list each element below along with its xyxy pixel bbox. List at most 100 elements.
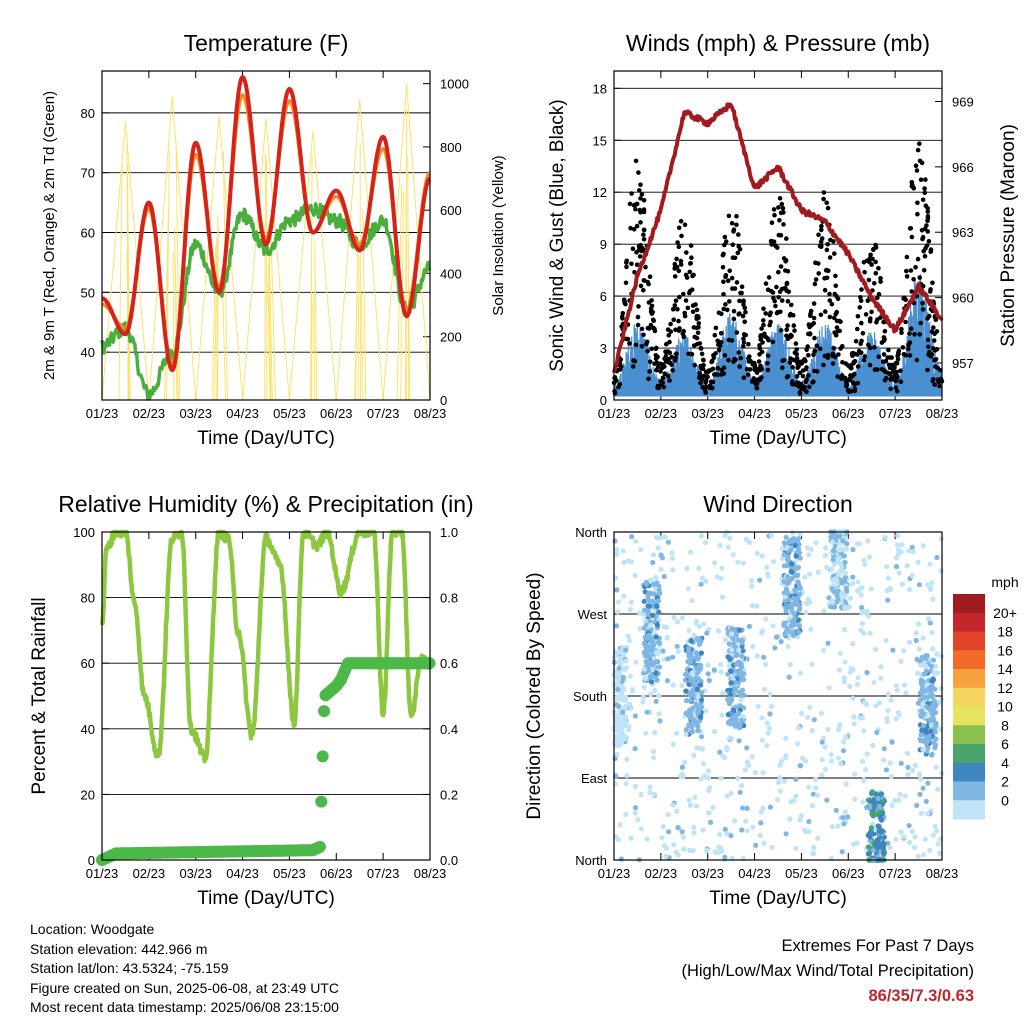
gust-point xyxy=(875,317,880,322)
extremes-values: 86/35/7.3/0.63 xyxy=(868,987,974,1005)
direction-point xyxy=(688,549,694,555)
gust-point xyxy=(715,365,721,371)
direction-point xyxy=(614,587,620,593)
gust-point xyxy=(896,348,902,354)
colorbar-swatch xyxy=(953,744,985,764)
direction-point xyxy=(620,709,626,715)
winds-pressure-chart: 0 3 6 9 12 15 18 01/23 02/23 03/23 04/23 05/23 06/23… xyxy=(547,30,1019,449)
direction-point xyxy=(841,821,847,827)
gust-point xyxy=(641,332,646,338)
direction-point xyxy=(830,557,836,563)
direction-point xyxy=(643,730,649,736)
direction-point xyxy=(898,829,904,835)
direction-point xyxy=(913,637,919,644)
direction-points xyxy=(611,529,945,863)
gust-point xyxy=(631,227,637,232)
direction-point xyxy=(623,811,629,818)
colorbar-label: 18 xyxy=(997,624,1013,640)
gust-point xyxy=(676,318,681,324)
gust-point xyxy=(670,307,676,312)
gust-point xyxy=(638,283,644,289)
gust-point xyxy=(833,283,838,289)
gust-point xyxy=(918,177,924,182)
direction-point xyxy=(928,663,935,669)
direction-point xyxy=(781,578,787,585)
direction-point xyxy=(923,740,929,746)
x-tick-label: 03/23 xyxy=(179,406,212,421)
direction-point xyxy=(700,827,706,833)
gust-point xyxy=(633,342,639,348)
direction-point xyxy=(842,627,848,633)
direction-point xyxy=(921,852,927,858)
gust-point xyxy=(812,335,817,341)
gust-point xyxy=(831,315,837,321)
direction-point xyxy=(925,780,931,786)
direction-point xyxy=(889,802,895,809)
direction-point xyxy=(614,725,620,732)
y2-tick-label: 1000 xyxy=(440,77,469,92)
direction-point xyxy=(621,559,627,566)
direction-point xyxy=(778,758,784,764)
gust-point xyxy=(807,331,813,336)
gust-point xyxy=(886,371,892,376)
y-tick-label: 0 xyxy=(88,853,95,868)
colorbar-unit: mph xyxy=(991,574,1018,590)
gust-point xyxy=(823,309,828,314)
gust-point xyxy=(926,344,931,350)
colorbar-label: 20+ xyxy=(993,605,1017,621)
gust-point xyxy=(821,196,826,202)
direction-point xyxy=(617,822,623,828)
gust-point xyxy=(908,326,914,332)
gust-point xyxy=(713,325,719,331)
direction-point xyxy=(695,694,701,700)
direction-point xyxy=(865,613,872,619)
x-axis-label: Time (Day/UTC) xyxy=(709,428,847,449)
direction-point xyxy=(876,803,883,810)
gust-point xyxy=(835,374,840,379)
direction-point xyxy=(622,667,628,673)
gust-point xyxy=(925,215,931,221)
direction-point xyxy=(904,750,911,756)
direction-point xyxy=(774,634,780,640)
gust-point xyxy=(889,355,894,360)
y-tick-label: 50 xyxy=(81,285,95,300)
direction-point xyxy=(868,825,874,831)
gust-point xyxy=(628,225,633,231)
gust-point xyxy=(858,341,863,347)
gust-point xyxy=(630,364,636,369)
direction-point xyxy=(649,612,656,619)
direction-point xyxy=(699,704,705,710)
direction-point xyxy=(864,702,870,708)
direction-point xyxy=(934,554,940,561)
direction-point xyxy=(935,841,941,847)
direction-point xyxy=(704,847,710,853)
gust-point xyxy=(711,355,717,361)
direction-point xyxy=(938,836,944,842)
x-tick-label: 08/23 xyxy=(926,866,959,881)
direction-point xyxy=(836,727,842,733)
gust-point xyxy=(843,375,848,381)
direction-point xyxy=(688,690,694,696)
direction-point xyxy=(641,598,647,604)
direction-point xyxy=(731,707,737,714)
direction-point xyxy=(916,582,923,588)
direction-point xyxy=(782,631,788,637)
direction-point xyxy=(894,687,900,693)
gust-point xyxy=(747,367,753,372)
direction-point xyxy=(803,609,809,616)
chart-title: Winds (mph) & Pressure (mb) xyxy=(626,30,930,56)
direction-point xyxy=(687,847,693,854)
direction-point xyxy=(703,708,709,714)
direction-point xyxy=(781,540,787,546)
direction-point xyxy=(793,601,800,608)
chart-title: Temperature (F) xyxy=(184,30,349,56)
direction-point xyxy=(861,778,867,784)
direction-point xyxy=(683,672,690,678)
direction-point xyxy=(650,643,656,649)
gust-point xyxy=(629,191,634,196)
direction-point xyxy=(711,667,717,673)
gust-point xyxy=(745,372,751,378)
gust-point xyxy=(769,242,774,247)
gust-point xyxy=(647,359,653,365)
direction-point xyxy=(789,561,795,567)
